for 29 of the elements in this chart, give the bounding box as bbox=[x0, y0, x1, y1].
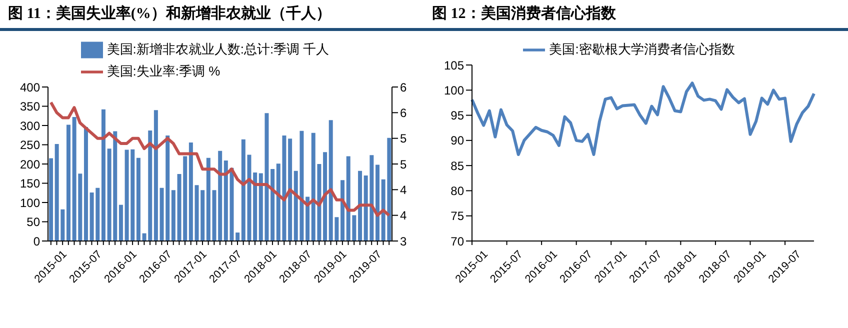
y-tick-label: 50 bbox=[26, 215, 40, 230]
y2-tick-label: 5 bbox=[400, 157, 407, 172]
y-tick-label: 100 bbox=[444, 83, 464, 98]
y-tick-label: 85 bbox=[450, 158, 464, 173]
y2-tick-label: 4 bbox=[400, 208, 407, 223]
y-tick-label: 350 bbox=[20, 100, 40, 114]
y-tick-label: 250 bbox=[20, 138, 40, 152]
y-tick-label: 150 bbox=[20, 176, 40, 191]
y2-tick-label: 6 bbox=[400, 80, 407, 94]
legend-label: 美国:密歇根大学消费者信心指数 bbox=[549, 41, 735, 56]
y-tick-label: 300 bbox=[20, 118, 40, 133]
y-tick-label: 200 bbox=[20, 157, 40, 172]
y-tick-label: 105 bbox=[444, 58, 464, 72]
y2-tick-label: 3 bbox=[400, 234, 407, 248]
legend-label: 美国:失业率:季调 % bbox=[106, 63, 220, 78]
y-tick-label: 80 bbox=[450, 184, 464, 198]
y-tick-label: 70 bbox=[450, 234, 464, 248]
y-tick-label: 95 bbox=[450, 108, 464, 123]
y-tick-label: 400 bbox=[20, 80, 40, 94]
chart-title: 图 11：美国失业率(%）和新增非农就业（千人） bbox=[0, 0, 424, 31]
y-tick-label: 0 bbox=[33, 234, 40, 248]
chart-title: 图 12：美国消费者信心指数 bbox=[424, 0, 848, 31]
y2-tick-label: 6 bbox=[400, 106, 407, 120]
legend-label: 美国:新增非农就业人数:总计:季调 千人 bbox=[106, 41, 330, 56]
y2-tick-label: 5 bbox=[400, 132, 407, 146]
y2-tick-label: 4 bbox=[400, 182, 407, 197]
y-tick-label: 90 bbox=[450, 134, 464, 148]
y-tick-label: 100 bbox=[20, 196, 40, 210]
y-tick-label: 75 bbox=[450, 209, 464, 224]
